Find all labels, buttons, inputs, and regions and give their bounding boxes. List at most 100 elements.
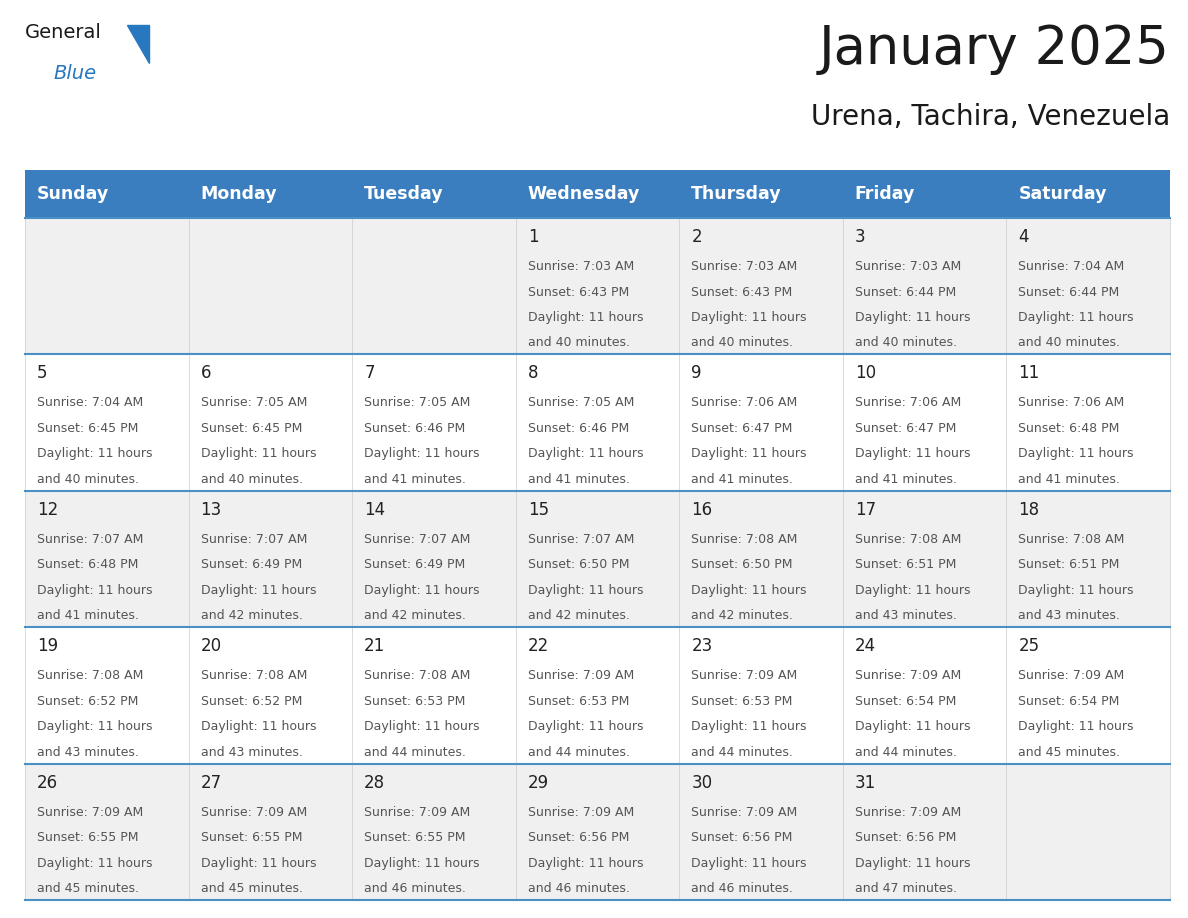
Text: Sunset: 6:46 PM: Sunset: 6:46 PM (527, 422, 628, 435)
Text: 10: 10 (855, 364, 876, 383)
Text: 4: 4 (1018, 228, 1029, 246)
Text: Sunrise: 7:09 AM: Sunrise: 7:09 AM (37, 806, 144, 819)
Text: 12: 12 (37, 501, 58, 519)
Text: Sunset: 6:53 PM: Sunset: 6:53 PM (527, 695, 630, 708)
Text: Sunrise: 7:07 AM: Sunrise: 7:07 AM (527, 532, 634, 546)
Text: and 44 minutes.: and 44 minutes. (855, 745, 956, 758)
Text: Sunset: 6:47 PM: Sunset: 6:47 PM (855, 422, 956, 435)
Text: 7: 7 (365, 364, 374, 383)
Text: Daylight: 11 hours: Daylight: 11 hours (527, 856, 643, 869)
Text: Sunset: 6:45 PM: Sunset: 6:45 PM (201, 422, 302, 435)
Text: Daylight: 11 hours: Daylight: 11 hours (691, 311, 807, 324)
Text: Sunrise: 7:03 AM: Sunrise: 7:03 AM (855, 260, 961, 273)
Bar (25, 218, 1170, 354)
Text: 19: 19 (37, 637, 58, 655)
Text: Daylight: 11 hours: Daylight: 11 hours (855, 447, 971, 461)
Text: Sunset: 6:53 PM: Sunset: 6:53 PM (365, 695, 466, 708)
Text: Monday: Monday (201, 185, 277, 203)
Text: Sunset: 6:56 PM: Sunset: 6:56 PM (527, 831, 630, 844)
Text: 26: 26 (37, 774, 58, 791)
Text: Sunrise: 7:03 AM: Sunrise: 7:03 AM (527, 260, 634, 273)
Text: Sunset: 6:51 PM: Sunset: 6:51 PM (1018, 558, 1120, 571)
Text: Sunset: 6:53 PM: Sunset: 6:53 PM (691, 695, 792, 708)
Bar (25, 354, 1170, 491)
Text: Sunrise: 7:05 AM: Sunrise: 7:05 AM (527, 397, 634, 409)
Text: Daylight: 11 hours: Daylight: 11 hours (37, 447, 152, 461)
Bar (25, 170, 1170, 218)
Text: Sunset: 6:50 PM: Sunset: 6:50 PM (691, 558, 792, 571)
Text: Sunset: 6:49 PM: Sunset: 6:49 PM (365, 558, 466, 571)
Text: Daylight: 11 hours: Daylight: 11 hours (201, 584, 316, 597)
Text: Sunset: 6:56 PM: Sunset: 6:56 PM (855, 831, 956, 844)
Text: Saturday: Saturday (1018, 185, 1107, 203)
Text: 20: 20 (201, 637, 222, 655)
Text: 6: 6 (201, 364, 211, 383)
Text: Sunrise: 7:07 AM: Sunrise: 7:07 AM (201, 532, 307, 546)
Bar (25, 627, 1170, 764)
Text: and 40 minutes.: and 40 minutes. (201, 473, 303, 486)
Text: Daylight: 11 hours: Daylight: 11 hours (201, 856, 316, 869)
Polygon shape (127, 25, 148, 63)
Text: Sunrise: 7:04 AM: Sunrise: 7:04 AM (37, 397, 144, 409)
Text: Sunset: 6:52 PM: Sunset: 6:52 PM (201, 695, 302, 708)
Text: and 41 minutes.: and 41 minutes. (691, 473, 794, 486)
Text: Sunrise: 7:09 AM: Sunrise: 7:09 AM (201, 806, 307, 819)
Text: Daylight: 11 hours: Daylight: 11 hours (855, 856, 971, 869)
Text: Sunrise: 7:05 AM: Sunrise: 7:05 AM (365, 397, 470, 409)
Text: and 41 minutes.: and 41 minutes. (37, 610, 139, 622)
Text: and 44 minutes.: and 44 minutes. (691, 745, 794, 758)
Text: 24: 24 (855, 637, 876, 655)
Text: Sunset: 6:49 PM: Sunset: 6:49 PM (201, 558, 302, 571)
Text: 16: 16 (691, 501, 713, 519)
Text: 11: 11 (1018, 364, 1040, 383)
Text: Sunset: 6:43 PM: Sunset: 6:43 PM (527, 285, 628, 298)
Text: January 2025: January 2025 (819, 23, 1170, 75)
Text: and 42 minutes.: and 42 minutes. (527, 610, 630, 622)
Text: Sunrise: 7:08 AM: Sunrise: 7:08 AM (201, 669, 307, 682)
Text: Sunrise: 7:09 AM: Sunrise: 7:09 AM (1018, 669, 1125, 682)
Text: 17: 17 (855, 501, 876, 519)
Text: 21: 21 (365, 637, 385, 655)
Text: Thursday: Thursday (691, 185, 782, 203)
Text: Wednesday: Wednesday (527, 185, 640, 203)
Text: Sunrise: 7:08 AM: Sunrise: 7:08 AM (37, 669, 144, 682)
Text: 15: 15 (527, 501, 549, 519)
Text: Daylight: 11 hours: Daylight: 11 hours (1018, 721, 1133, 733)
Text: and 46 minutes.: and 46 minutes. (365, 882, 466, 895)
Text: and 43 minutes.: and 43 minutes. (855, 610, 956, 622)
Text: and 46 minutes.: and 46 minutes. (691, 882, 794, 895)
Text: Urena, Tachira, Venezuela: Urena, Tachira, Venezuela (810, 103, 1170, 131)
Text: Sunrise: 7:07 AM: Sunrise: 7:07 AM (37, 532, 144, 546)
Text: Sunset: 6:43 PM: Sunset: 6:43 PM (691, 285, 792, 298)
Text: Sunrise: 7:08 AM: Sunrise: 7:08 AM (365, 669, 470, 682)
Text: Sunset: 6:48 PM: Sunset: 6:48 PM (1018, 422, 1120, 435)
Text: Sunrise: 7:09 AM: Sunrise: 7:09 AM (691, 669, 797, 682)
Text: Daylight: 11 hours: Daylight: 11 hours (527, 584, 643, 597)
Bar (25, 764, 1170, 900)
Text: and 47 minutes.: and 47 minutes. (855, 882, 956, 895)
Text: Daylight: 11 hours: Daylight: 11 hours (527, 721, 643, 733)
Text: Sunday: Sunday (37, 185, 109, 203)
Text: and 41 minutes.: and 41 minutes. (1018, 473, 1120, 486)
Text: Daylight: 11 hours: Daylight: 11 hours (37, 721, 152, 733)
Text: Sunrise: 7:09 AM: Sunrise: 7:09 AM (527, 669, 634, 682)
Text: Daylight: 11 hours: Daylight: 11 hours (691, 721, 807, 733)
Text: and 41 minutes.: and 41 minutes. (527, 473, 630, 486)
Text: Sunrise: 7:07 AM: Sunrise: 7:07 AM (365, 532, 470, 546)
Text: 30: 30 (691, 774, 713, 791)
Text: Daylight: 11 hours: Daylight: 11 hours (855, 721, 971, 733)
Text: and 41 minutes.: and 41 minutes. (365, 473, 466, 486)
Text: Sunrise: 7:08 AM: Sunrise: 7:08 AM (855, 532, 961, 546)
Text: 5: 5 (37, 364, 48, 383)
Text: 31: 31 (855, 774, 876, 791)
Text: Sunset: 6:52 PM: Sunset: 6:52 PM (37, 695, 138, 708)
Text: Blue: Blue (53, 64, 96, 83)
Text: Daylight: 11 hours: Daylight: 11 hours (365, 584, 480, 597)
Text: and 42 minutes.: and 42 minutes. (201, 610, 303, 622)
Text: Daylight: 11 hours: Daylight: 11 hours (201, 447, 316, 461)
Text: Sunset: 6:50 PM: Sunset: 6:50 PM (527, 558, 630, 571)
Text: 3: 3 (855, 228, 866, 246)
Text: 23: 23 (691, 637, 713, 655)
Text: Sunset: 6:44 PM: Sunset: 6:44 PM (1018, 285, 1119, 298)
Text: Sunset: 6:54 PM: Sunset: 6:54 PM (1018, 695, 1120, 708)
